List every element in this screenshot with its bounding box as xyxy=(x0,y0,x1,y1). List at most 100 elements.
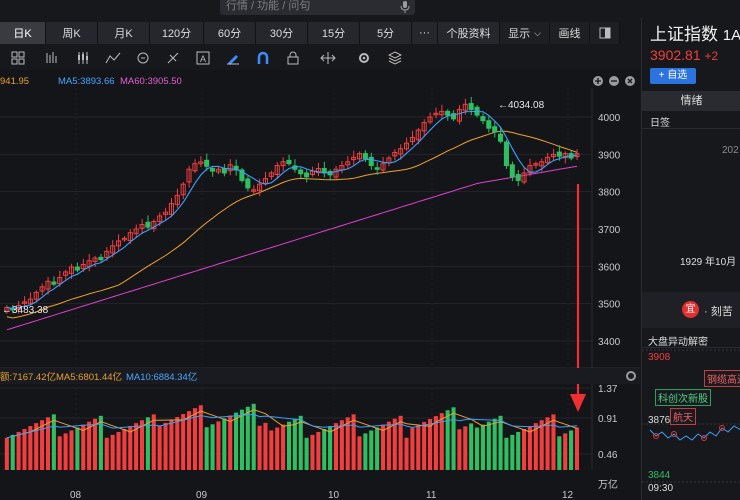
zoom-out-icon[interactable] xyxy=(609,76,619,86)
candle-body xyxy=(139,224,145,229)
volume-bar xyxy=(369,430,374,470)
volume-bar xyxy=(228,415,233,470)
sync-icon[interactable] xyxy=(128,46,158,70)
candle-body xyxy=(280,161,286,167)
volume-bar xyxy=(198,405,203,470)
tag-cable[interactable]: 钢缆高送 xyxy=(704,370,740,387)
volume-bar xyxy=(322,429,327,470)
volume-bar xyxy=(457,429,462,470)
volume-bar xyxy=(239,409,244,470)
volume-bar xyxy=(463,426,468,470)
volume-bar xyxy=(410,427,415,470)
tab-sentiment[interactable]: 情绪 xyxy=(642,91,740,111)
close-icon[interactable] xyxy=(625,76,635,86)
volume-bar xyxy=(451,407,456,470)
volume-bar xyxy=(181,414,186,470)
candle-body xyxy=(398,148,404,155)
tab-5min[interactable]: 5分 xyxy=(360,22,412,44)
text-icon[interactable]: A xyxy=(188,46,218,70)
volume-legend-total: 额:7167.42亿 xyxy=(0,371,56,383)
magnet-icon[interactable] xyxy=(248,46,278,70)
candle-body xyxy=(192,163,198,172)
candle-body xyxy=(151,221,157,230)
zoom-in-icon[interactable] xyxy=(593,76,603,86)
candle-body xyxy=(409,137,415,143)
tab-120min[interactable]: 120分 xyxy=(150,22,204,44)
tab-60min[interactable]: 60分 xyxy=(204,22,256,44)
volume-bar xyxy=(98,415,103,470)
volume-bar xyxy=(128,426,133,470)
volume-bar xyxy=(163,422,168,470)
ma-legend-prefix: 941.95 xyxy=(0,76,29,87)
tab-daily-k[interactable]: 日K xyxy=(0,22,46,44)
candle-body xyxy=(450,113,457,120)
tab-15min[interactable]: 15分 xyxy=(308,22,360,44)
tab-weekly-k[interactable]: 周K xyxy=(46,22,98,44)
candle-body xyxy=(468,103,474,111)
volume-bar xyxy=(151,414,156,470)
intraday-mini-chart[interactable] xyxy=(642,348,740,500)
candle-body xyxy=(374,167,380,170)
tab-30min[interactable]: 30分 xyxy=(256,22,308,44)
draw-line-button[interactable]: 画线 xyxy=(550,22,590,44)
candle-body xyxy=(98,256,104,261)
search-input[interactable]: 行情 / 功能 / 问句 xyxy=(220,0,415,15)
volume-bar xyxy=(222,418,227,470)
layers-icon[interactable] xyxy=(380,46,410,70)
candle-body xyxy=(110,245,116,254)
price-tick-label: 4000 xyxy=(598,113,621,124)
volume-bar xyxy=(445,410,450,470)
display-dropdown[interactable]: 显示 ⌵ xyxy=(500,22,550,44)
bars-icon[interactable] xyxy=(36,46,68,70)
date-tick-label: 08 xyxy=(70,490,82,500)
candle-body xyxy=(480,116,486,122)
price-tick-label: 3700 xyxy=(598,225,621,236)
line-draw-icon[interactable] xyxy=(98,46,128,70)
kline-chart[interactable]: 4000 3900 3800 3700 3600 3500 3400 1.37 0.91 0.4… xyxy=(0,70,640,500)
move-icon[interactable] xyxy=(308,46,348,70)
volume-bar xyxy=(175,416,180,470)
microphone-icon[interactable] xyxy=(399,0,411,14)
candle-body xyxy=(257,183,263,192)
volume-bar xyxy=(234,412,239,470)
add-watchlist-button[interactable]: + 自选 xyxy=(650,68,696,84)
volume-bar xyxy=(81,424,86,470)
volume-bar xyxy=(122,429,127,470)
candle-body xyxy=(115,240,122,247)
tab-stock-info[interactable]: 个股资料 xyxy=(438,22,500,44)
candles-icon[interactable] xyxy=(68,46,98,70)
volume-bar xyxy=(357,436,362,470)
tools-icon[interactable] xyxy=(158,46,188,70)
tab-monthly-k[interactable]: 月K xyxy=(98,22,150,44)
volume-settings-gear-icon[interactable] xyxy=(626,371,636,381)
yi-badge: 宜 xyxy=(682,301,699,318)
drawing-toolbar: A xyxy=(0,46,640,70)
candle-body xyxy=(533,163,539,166)
tag-star-new-stocks[interactable]: 科创次新股 xyxy=(655,389,711,406)
mini-chart-mid: 3876 xyxy=(648,415,671,426)
panel-toggle-icon[interactable] xyxy=(590,22,620,44)
volume-bar xyxy=(257,425,262,470)
ma5-line xyxy=(6,110,578,310)
daily-date: 1929 年10月 xyxy=(680,257,737,268)
lock-icon[interactable] xyxy=(278,46,308,70)
volume-bar xyxy=(469,423,474,470)
candle-body xyxy=(415,129,421,141)
candle-body xyxy=(51,281,57,285)
grid-icon[interactable] xyxy=(0,46,36,70)
volume-bar xyxy=(92,418,98,470)
volume-bar xyxy=(492,418,497,470)
volume-ma5-legend: MA5:6801.44亿 xyxy=(56,371,122,383)
candle-body xyxy=(180,183,186,196)
yi-text: · 刻苦 xyxy=(704,306,733,318)
gear-icon[interactable] xyxy=(348,46,380,70)
pen-icon[interactable] xyxy=(218,46,248,70)
tag-aerospace[interactable]: 航天 xyxy=(670,408,696,425)
volume-bar xyxy=(10,434,15,470)
volume-bar xyxy=(569,430,574,470)
candle-body xyxy=(298,169,304,175)
tab-more[interactable]: ··· xyxy=(412,22,438,44)
volume-bar xyxy=(104,437,109,470)
volume-bar xyxy=(134,423,139,470)
volume-bar xyxy=(475,427,480,470)
